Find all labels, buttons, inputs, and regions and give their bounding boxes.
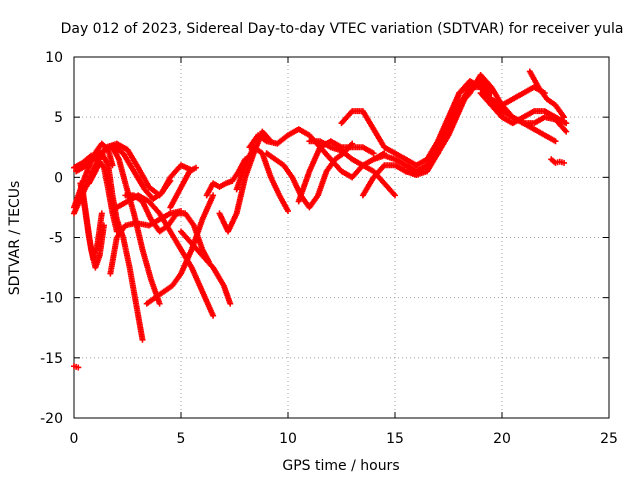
- data-point: [210, 192, 217, 199]
- y-tick-label: 10: [45, 50, 63, 66]
- series-arc-18: [233, 144, 291, 215]
- x-tick-label: 25: [600, 431, 618, 447]
- data-point: [285, 208, 291, 215]
- series-arc-33: [488, 102, 570, 135]
- series-arc-22: [306, 138, 398, 199]
- x-axis-label: GPS time / hours: [282, 458, 399, 474]
- series-arc-35: [548, 156, 568, 166]
- series-arc-06: [79, 186, 107, 271]
- series-arc-34: [526, 68, 568, 121]
- data-point: [563, 120, 570, 127]
- x-tick-label: 10: [279, 431, 297, 447]
- series-arc-11: [122, 192, 212, 265]
- data-point: [552, 138, 559, 145]
- chart-title: Day 012 of 2023, Sidereal Day-to-day VTE…: [61, 21, 624, 37]
- data-point: [392, 192, 398, 199]
- series-arc-24: [338, 108, 420, 169]
- x-tick-label: 20: [493, 431, 511, 447]
- data-point: [192, 164, 199, 171]
- y-tick-label: 0: [54, 170, 63, 186]
- y-tick-label: 5: [54, 110, 63, 126]
- data-point: [563, 128, 570, 135]
- data-point: [561, 159, 568, 166]
- data-point: [227, 300, 234, 307]
- data-point: [98, 210, 105, 217]
- series-arc-12: [113, 192, 217, 319]
- x-tick-label: 15: [386, 431, 404, 447]
- data-point: [139, 336, 146, 343]
- x-tick-label: 5: [177, 431, 186, 447]
- x-tick-label: 0: [70, 431, 79, 447]
- y-tick-label: -15: [40, 351, 63, 367]
- data-point: [210, 312, 217, 319]
- y-tick-label: -10: [40, 291, 63, 307]
- series-arc-15: [178, 228, 234, 307]
- series-arc-36: [71, 363, 82, 371]
- y-tick-label: -20: [40, 411, 63, 427]
- data-marks: [71, 68, 570, 371]
- data-point: [561, 114, 568, 121]
- ticks: 0 5 10 15 20 25 -20 -15 -10 -5 0 5 10: [40, 50, 618, 447]
- data-point: [370, 150, 377, 157]
- data-point: [75, 364, 82, 371]
- series-arc-14: [167, 164, 199, 211]
- y-tick-label: -5: [49, 231, 63, 247]
- y-axis-label: SDTVAR / TECUs: [7, 181, 23, 296]
- data-point: [156, 300, 163, 307]
- data-point: [100, 222, 107, 229]
